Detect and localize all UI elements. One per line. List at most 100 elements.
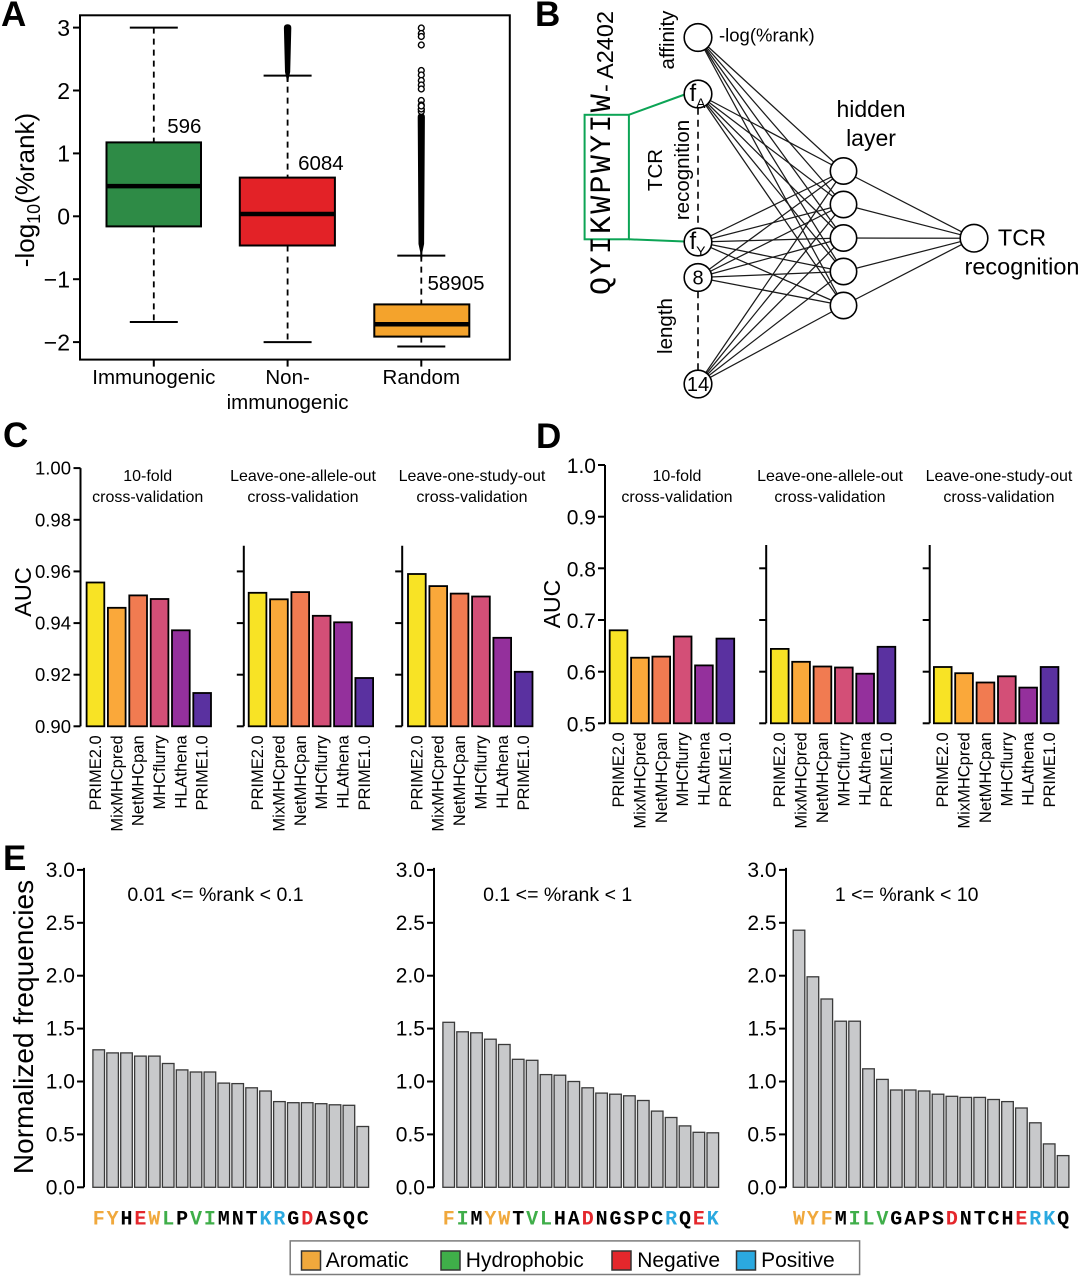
svg-text:I: I (457, 1209, 469, 1232)
svg-text:T: T (512, 1209, 524, 1232)
svg-text:-log10(%rank): -log10(%rank) (10, 113, 44, 267)
svg-text:P: P (918, 1209, 930, 1232)
svg-text:2.0: 2.0 (396, 965, 425, 988)
svg-text:10-fold: 10-fold (123, 468, 172, 485)
svg-text:−2: −2 (44, 329, 70, 355)
svg-text:recognition: recognition (671, 120, 694, 220)
svg-text:R: R (273, 1209, 285, 1232)
svg-text:MHCflurry: MHCflurry (998, 732, 1016, 807)
svg-text:1 <= %rank < 10: 1 <= %rank < 10 (835, 884, 979, 906)
svg-text:2.0: 2.0 (46, 965, 75, 988)
svg-text:10-fold: 10-fold (653, 468, 702, 485)
svg-text:TCR: TCR (644, 149, 667, 191)
svg-text:0.0: 0.0 (396, 1176, 425, 1199)
svg-text:Q: Q (343, 1209, 355, 1232)
svg-text:0.90: 0.90 (35, 716, 71, 737)
svg-text:596: 596 (167, 115, 201, 138)
svg-text:0.9: 0.9 (567, 507, 596, 530)
svg-text:cross-validation: cross-validation (621, 489, 732, 506)
svg-text:K: K (259, 1209, 271, 1232)
svg-text:T: T (246, 1209, 258, 1232)
svg-text:PRIME1.0: PRIME1.0 (194, 735, 212, 810)
svg-text:0.92: 0.92 (35, 664, 71, 685)
svg-text:HLAthena: HLAthena (494, 734, 512, 808)
svg-text:V: V (526, 1209, 538, 1232)
svg-text:Positive: Positive (761, 1249, 835, 1272)
svg-text:M: M (470, 1209, 482, 1232)
svg-text:G: G (609, 1209, 621, 1232)
svg-text:0.5: 0.5 (567, 713, 596, 736)
svg-text:cross-validation: cross-validation (416, 489, 527, 506)
svg-text:- A2402: - A2402 (592, 11, 618, 92)
svg-text:PRIME1.0: PRIME1.0 (717, 732, 735, 807)
svg-text:Normalized frequencies: Normalized frequencies (8, 880, 39, 1174)
svg-text:MixMHCpred: MixMHCpred (793, 732, 811, 828)
svg-text:3.0: 3.0 (46, 859, 75, 882)
svg-text:0.01 <= %rank < 0.1: 0.01 <= %rank < 0.1 (127, 884, 303, 906)
svg-text:K: K (1043, 1209, 1055, 1232)
svg-text:0.0: 0.0 (46, 1176, 75, 1199)
svg-text:PRIME2.0: PRIME2.0 (408, 735, 426, 810)
svg-text:HLAthena: HLAthena (172, 734, 190, 808)
svg-text:length: length (654, 298, 677, 354)
svg-text:3.0: 3.0 (747, 859, 776, 882)
svg-text:HLAthena: HLAthena (1020, 731, 1038, 805)
svg-text:0.7: 0.7 (567, 610, 596, 633)
svg-text:2.5: 2.5 (747, 912, 776, 935)
svg-text:E: E (3, 839, 26, 878)
svg-text:14: 14 (687, 374, 709, 396)
svg-text:E: E (134, 1209, 146, 1232)
svg-text:N: N (596, 1209, 608, 1232)
svg-text:1: 1 (57, 141, 70, 167)
svg-text:NetMHCpan: NetMHCpan (130, 735, 148, 826)
svg-text:Immunogenic: Immunogenic (92, 366, 215, 389)
svg-text:0.5: 0.5 (46, 1123, 75, 1146)
svg-text:L: L (862, 1209, 874, 1232)
svg-text:Leave-one-study-out: Leave-one-study-out (926, 468, 1073, 485)
svg-text:Leave-one-study-out: Leave-one-study-out (399, 468, 546, 485)
svg-text:V: V (876, 1209, 888, 1232)
svg-text:1.5: 1.5 (747, 1018, 776, 1041)
svg-text:0.96: 0.96 (35, 561, 71, 582)
svg-text:G: G (287, 1209, 299, 1232)
svg-text:Random: Random (383, 366, 461, 389)
svg-text:S: S (932, 1209, 944, 1232)
svg-text:Leave-one-allele-out: Leave-one-allele-out (230, 468, 376, 485)
svg-text:F: F (821, 1209, 833, 1232)
svg-text:NetMHCpan: NetMHCpan (292, 735, 310, 826)
svg-text:58905: 58905 (427, 272, 484, 295)
svg-text:8: 8 (692, 268, 703, 290)
svg-text:E: E (1015, 1209, 1027, 1232)
svg-text:AUC: AUC (10, 567, 36, 617)
svg-text:PRIME1.0: PRIME1.0 (878, 732, 896, 807)
svg-text:N: N (232, 1209, 244, 1232)
svg-text:W: W (148, 1209, 160, 1232)
svg-text:2: 2 (57, 78, 70, 104)
svg-text:A: A (904, 1209, 916, 1232)
svg-text:R: R (1029, 1209, 1041, 1232)
svg-text:MixMHCpred: MixMHCpred (270, 735, 288, 831)
svg-text:H: H (1001, 1209, 1013, 1232)
svg-text:1.5: 1.5 (46, 1018, 75, 1041)
svg-text:B: B (535, 0, 560, 34)
svg-text:R: R (665, 1209, 677, 1232)
svg-text:PRIME2.0: PRIME2.0 (771, 732, 789, 807)
svg-text:3: 3 (57, 15, 70, 41)
svg-text:MixMHCpred: MixMHCpred (631, 732, 649, 828)
svg-text:PRIME1.0: PRIME1.0 (1041, 732, 1059, 807)
svg-text:T: T (974, 1209, 986, 1232)
svg-text:PRIME1.0: PRIME1.0 (515, 735, 533, 810)
svg-text:MHCflurry: MHCflurry (674, 732, 692, 807)
svg-text:MixMHCpred: MixMHCpred (430, 735, 448, 831)
svg-text:H: H (120, 1209, 132, 1232)
svg-text:1.0: 1.0 (747, 1071, 776, 1094)
svg-text:I: I (849, 1209, 861, 1232)
svg-text:D: D (946, 1209, 958, 1232)
svg-text:Leave-one-allele-out: Leave-one-allele-out (757, 468, 903, 485)
svg-text:PRIME2.0: PRIME2.0 (87, 735, 105, 810)
svg-text:P: P (176, 1209, 188, 1232)
svg-text:HLAthena: HLAthena (335, 734, 353, 808)
svg-text:NetMHCpan: NetMHCpan (451, 735, 469, 826)
svg-text:cross-validation: cross-validation (92, 489, 203, 506)
svg-text:A: A (1, 0, 26, 34)
